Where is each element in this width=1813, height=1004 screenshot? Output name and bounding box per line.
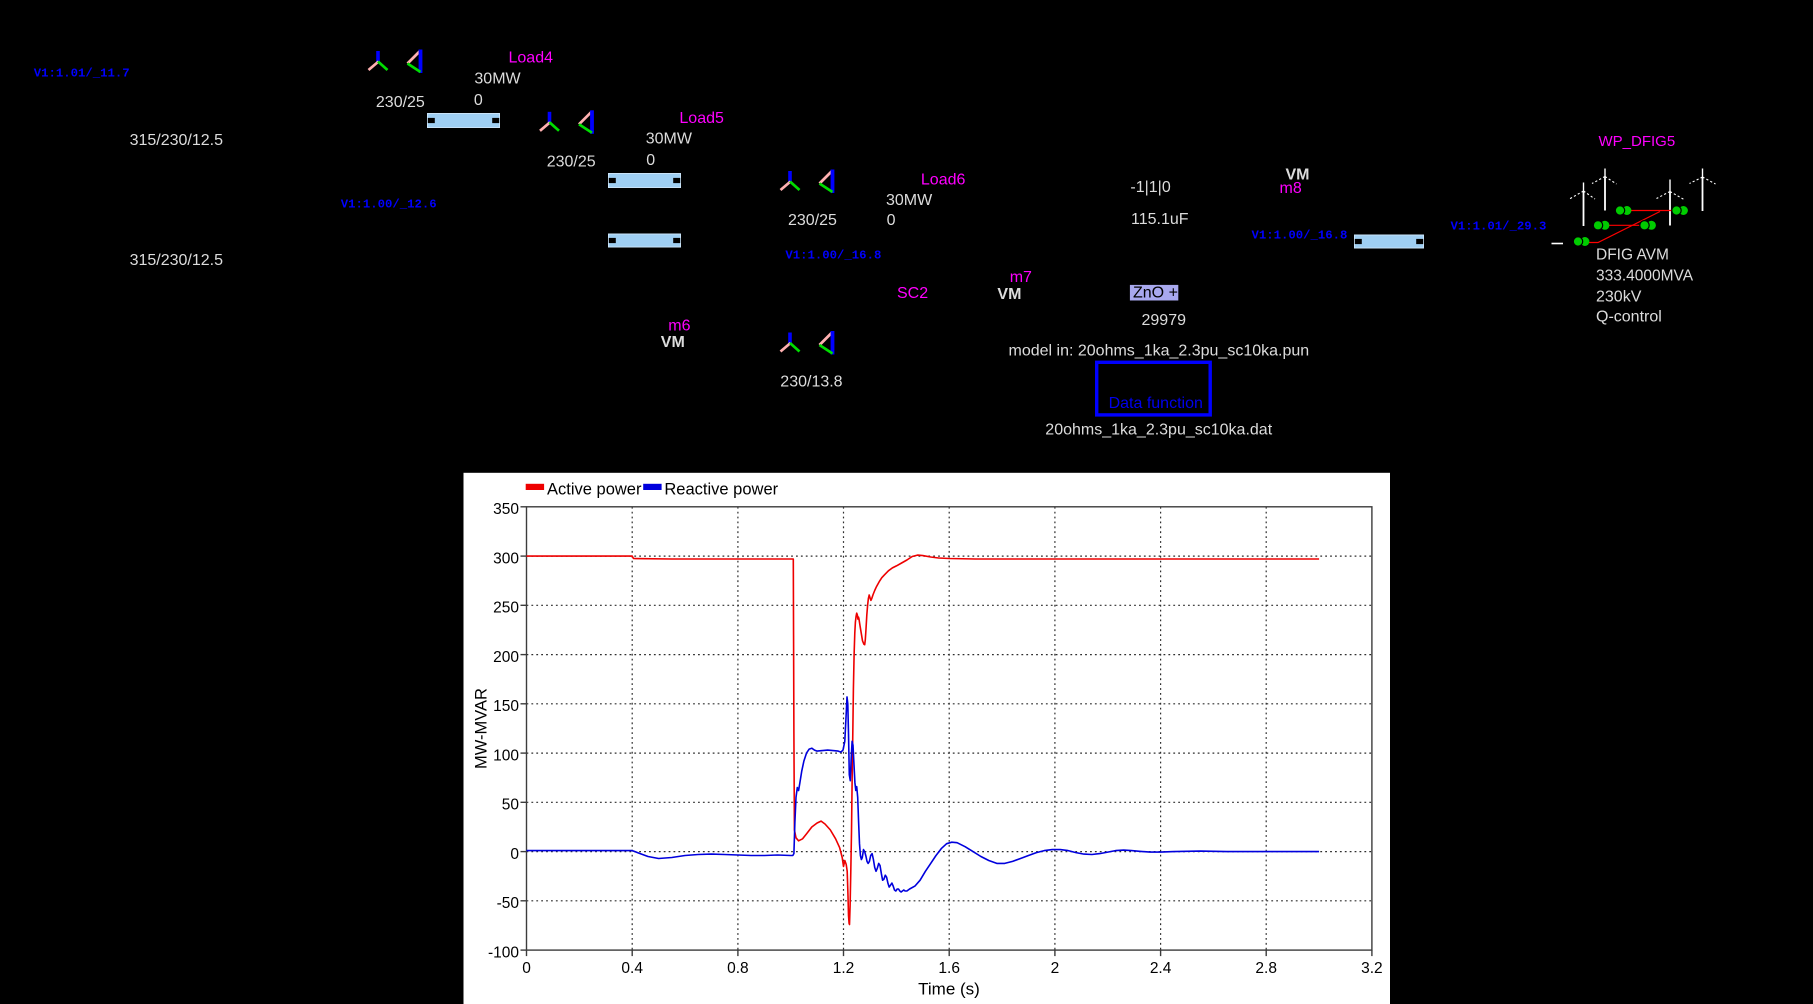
svg-text:30MW: 30MW (886, 192, 933, 209)
svg-text:0.8: 0.8 (727, 960, 749, 977)
svg-text:0: 0 (887, 212, 896, 229)
svg-text:Q-control: Q-control (1596, 309, 1662, 326)
svg-text:300: 300 (493, 550, 519, 567)
svg-text:2.8: 2.8 (1255, 960, 1277, 977)
svg-text:0: 0 (510, 846, 519, 863)
svg-text:3.2: 3.2 (1361, 960, 1383, 977)
svg-text:SC2: SC2 (897, 285, 928, 302)
svg-text:333.4000MVA: 333.4000MVA (1596, 268, 1694, 285)
svg-text:MW-MVAR: MW-MVAR (473, 688, 491, 769)
svg-text:20ohms_1ka_2.3pu_sc10ka.dat: 20ohms_1ka_2.3pu_sc10ka.dat (1045, 422, 1272, 439)
svg-text:0: 0 (522, 960, 531, 977)
svg-text:m7: m7 (1010, 269, 1032, 286)
svg-text:Load5: Load5 (679, 110, 724, 127)
svg-text:315/230/12.5: 315/230/12.5 (130, 252, 224, 269)
svg-text:200: 200 (493, 649, 519, 666)
svg-text:Time (s): Time (s) (918, 980, 980, 999)
svg-text:0: 0 (646, 152, 655, 169)
svg-text:30MW: 30MW (646, 130, 693, 147)
svg-text:V1:1.01/_11.7: V1:1.01/_11.7 (34, 67, 130, 81)
svg-text:350: 350 (493, 501, 519, 518)
svg-text:230/25: 230/25 (788, 212, 837, 229)
svg-text:V1:1.00/_16.8: V1:1.00/_16.8 (1252, 229, 1348, 243)
svg-text:2: 2 (1051, 960, 1060, 977)
svg-text:Load4: Load4 (509, 50, 554, 67)
svg-text:Load6: Load6 (921, 171, 966, 188)
svg-text:1.2: 1.2 (833, 960, 855, 977)
svg-text:250: 250 (493, 600, 519, 617)
svg-text:30MW: 30MW (474, 70, 521, 87)
svg-text:WP_DFIG5: WP_DFIG5 (1599, 133, 1676, 150)
svg-text:115.1uF: 115.1uF (1131, 211, 1189, 228)
svg-text:ZnO +: ZnO + (1133, 285, 1178, 302)
svg-text:-100: -100 (488, 944, 519, 961)
svg-text:-50: -50 (497, 895, 520, 912)
svg-text:315/230/12.5: 315/230/12.5 (130, 132, 224, 149)
svg-text:V1:1.00/_12.6: V1:1.00/_12.6 (341, 198, 437, 212)
svg-text:0.4: 0.4 (621, 960, 643, 977)
svg-text:29979: 29979 (1142, 312, 1187, 329)
svg-text:150: 150 (493, 698, 519, 715)
svg-text:230/25: 230/25 (547, 154, 596, 171)
svg-text:1.6: 1.6 (938, 960, 960, 977)
svg-text:Active power: Active power (547, 481, 642, 499)
svg-text:2.4: 2.4 (1150, 960, 1172, 977)
svg-text:0: 0 (474, 92, 483, 109)
svg-text:VM: VM (661, 334, 685, 351)
svg-text:Data function: Data function (1109, 395, 1203, 412)
svg-text:V1:1.01/_29.3: V1:1.01/_29.3 (1451, 219, 1547, 233)
svg-text:-1|1|0: -1|1|0 (1130, 179, 1170, 196)
svg-text:V1:1.00/_16.8: V1:1.00/_16.8 (785, 249, 881, 263)
svg-text:Reactive power: Reactive power (664, 481, 778, 499)
svg-text:m6: m6 (668, 318, 690, 335)
svg-text:230/25: 230/25 (376, 94, 425, 111)
svg-text:100: 100 (493, 747, 519, 764)
svg-text:m8: m8 (1280, 180, 1302, 197)
svg-text:DFIG AVM: DFIG AVM (1596, 247, 1669, 264)
svg-text:model in: 20ohms_1ka_2.3pu_sc1: model in: 20ohms_1ka_2.3pu_sc10ka.pun (1009, 342, 1310, 359)
svg-text:VM: VM (1286, 166, 1310, 183)
svg-text:50: 50 (502, 797, 520, 814)
svg-text:VM: VM (997, 286, 1021, 303)
svg-text:230kV: 230kV (1596, 288, 1642, 305)
svg-text:230/13.8: 230/13.8 (780, 374, 842, 391)
